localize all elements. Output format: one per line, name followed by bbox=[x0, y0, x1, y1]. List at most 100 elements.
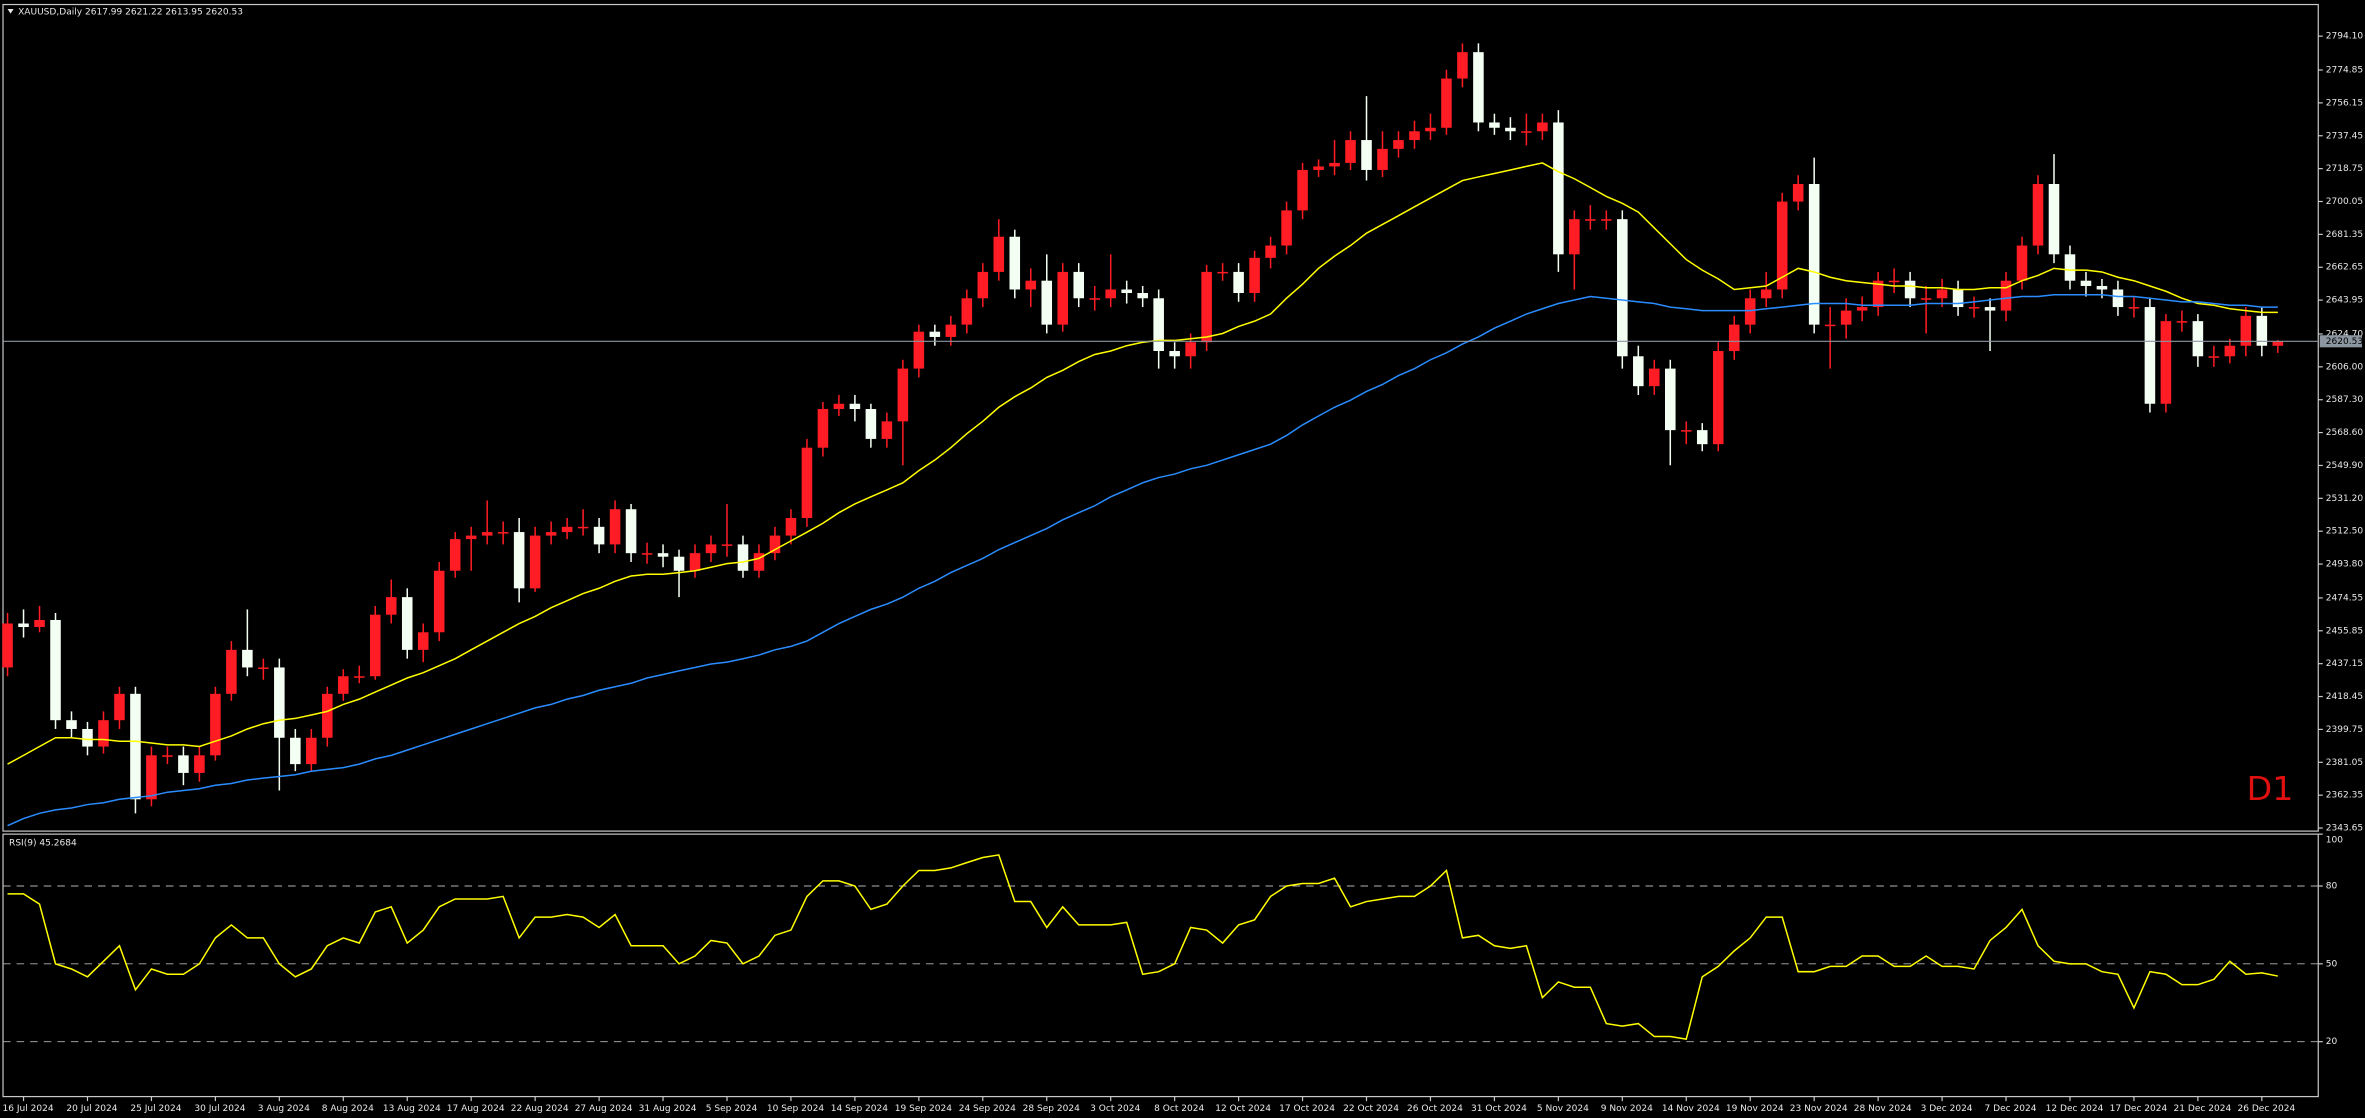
candle-body bbox=[433, 570, 445, 633]
candle-body bbox=[1649, 368, 1660, 387]
candle-body bbox=[290, 737, 301, 765]
x-tick-label: 30 Jul 2024 bbox=[194, 1104, 245, 1114]
candle-body bbox=[545, 532, 557, 536]
x-tick-label: 9 Nov 2024 bbox=[1601, 1104, 1653, 1114]
candle-body bbox=[1281, 210, 1292, 246]
candle-body bbox=[417, 632, 429, 650]
candle-body bbox=[577, 526, 589, 529]
candle-body bbox=[2048, 184, 2060, 255]
candle-body bbox=[2256, 315, 2268, 346]
candle-body bbox=[801, 447, 813, 519]
candle-body bbox=[98, 720, 109, 747]
candle-body bbox=[2064, 254, 2076, 281]
candle-body bbox=[1089, 298, 1100, 300]
candle-body bbox=[1984, 307, 1996, 311]
candle-body bbox=[865, 409, 877, 439]
x-tick-label: 31 Aug 2024 bbox=[639, 1104, 697, 1114]
candle-body bbox=[1696, 430, 1708, 445]
y-tick-label: 2418.45 bbox=[2326, 692, 2363, 702]
candle-body bbox=[2032, 184, 2044, 246]
candle-body bbox=[2080, 280, 2092, 286]
candle-body bbox=[1345, 140, 1356, 163]
x-tick-label: 17 Dec 2024 bbox=[2110, 1104, 2168, 1114]
y-tick-label: 2624.70 bbox=[2326, 329, 2364, 339]
candle-body bbox=[194, 755, 205, 773]
candle-body bbox=[1968, 307, 1980, 309]
candle-body bbox=[1217, 271, 1228, 274]
x-tick-label: 21 Dec 2024 bbox=[2174, 1104, 2232, 1114]
y-tick-label: 100 bbox=[2326, 836, 2343, 846]
candle-body bbox=[737, 544, 749, 571]
candle-body bbox=[513, 532, 525, 589]
candle-body bbox=[609, 509, 621, 545]
x-tick-label: 12 Dec 2024 bbox=[2046, 1104, 2104, 1114]
y-tick-label: 2493.80 bbox=[2326, 560, 2364, 570]
candle-body bbox=[961, 298, 973, 325]
y-tick-label: 2549.90 bbox=[2326, 461, 2364, 471]
candle-body bbox=[1201, 271, 1212, 343]
x-tick-label: 3 Aug 2024 bbox=[258, 1104, 310, 1114]
x-tick-label: 14 Sep 2024 bbox=[831, 1104, 888, 1114]
candle-body bbox=[1409, 131, 1420, 141]
candle-body bbox=[2224, 345, 2236, 357]
candle-body bbox=[1936, 289, 1948, 299]
candle-body bbox=[1329, 162, 1340, 167]
rsi-pane bbox=[2, 833, 2319, 1098]
candle-body bbox=[1169, 351, 1180, 357]
candle-body bbox=[1776, 201, 1788, 290]
candle-body bbox=[1137, 293, 1148, 299]
x-tick-label: 23 Nov 2024 bbox=[1790, 1104, 1848, 1114]
timeframe-label: D1 bbox=[2247, 769, 2294, 808]
candle-body bbox=[2176, 321, 2188, 323]
candle-body bbox=[1425, 127, 1436, 132]
candle-body bbox=[1233, 271, 1244, 294]
candle-body bbox=[1073, 271, 1085, 299]
candle-body bbox=[1665, 368, 1676, 431]
candle-body bbox=[226, 649, 237, 694]
candle-body bbox=[1728, 324, 1740, 352]
candle-body bbox=[2016, 245, 2028, 281]
y-tick-label: 2774.85 bbox=[2326, 66, 2363, 76]
candle-body bbox=[2112, 289, 2124, 308]
x-tick-label: 17 Aug 2024 bbox=[447, 1104, 505, 1114]
y-tick-label: 50 bbox=[2326, 959, 2338, 969]
x-tick-label: 22 Oct 2024 bbox=[1343, 1104, 1399, 1114]
candle-body bbox=[50, 619, 61, 721]
candle-body bbox=[1441, 78, 1452, 128]
candle-body bbox=[1792, 184, 1804, 202]
candle-body bbox=[1808, 184, 1820, 325]
y-tick-label: 20 bbox=[2326, 1037, 2338, 1047]
y-tick-label: 2587.30 bbox=[2326, 395, 2364, 405]
candle-body bbox=[178, 755, 189, 773]
candle-body bbox=[338, 676, 349, 694]
candle-body bbox=[1633, 356, 1644, 387]
candle-body bbox=[481, 532, 493, 536]
candle-body bbox=[1760, 289, 1772, 299]
candle-body bbox=[929, 331, 941, 337]
candle-body bbox=[1585, 219, 1596, 221]
candle-body bbox=[849, 403, 861, 410]
y-tick-label: 2362.35 bbox=[2326, 791, 2363, 801]
candle-body bbox=[977, 271, 989, 299]
candle-body bbox=[274, 667, 285, 738]
candle-body bbox=[1041, 280, 1053, 325]
x-tick-label: 14 Nov 2024 bbox=[1662, 1104, 1720, 1114]
x-tick-label: 8 Oct 2024 bbox=[1154, 1104, 1204, 1114]
y-tick-label: 2512.50 bbox=[2326, 527, 2364, 537]
candle-body bbox=[657, 553, 669, 557]
candle-body bbox=[130, 693, 141, 800]
y-tick-label: 2718.75 bbox=[2326, 164, 2363, 174]
candle-body bbox=[1712, 351, 1724, 445]
candle-body bbox=[1377, 148, 1388, 170]
candle-body bbox=[529, 535, 541, 589]
x-tick-label: 10 Sep 2024 bbox=[767, 1104, 824, 1114]
candle-body bbox=[1249, 257, 1260, 294]
candle-body bbox=[306, 737, 317, 765]
candle-body bbox=[689, 553, 701, 571]
candle-body bbox=[833, 403, 845, 410]
candle-body bbox=[897, 368, 909, 422]
candle-body bbox=[369, 614, 381, 677]
candle-body bbox=[2208, 356, 2220, 358]
candle-body bbox=[1025, 280, 1037, 290]
candle-body bbox=[1489, 122, 1500, 128]
